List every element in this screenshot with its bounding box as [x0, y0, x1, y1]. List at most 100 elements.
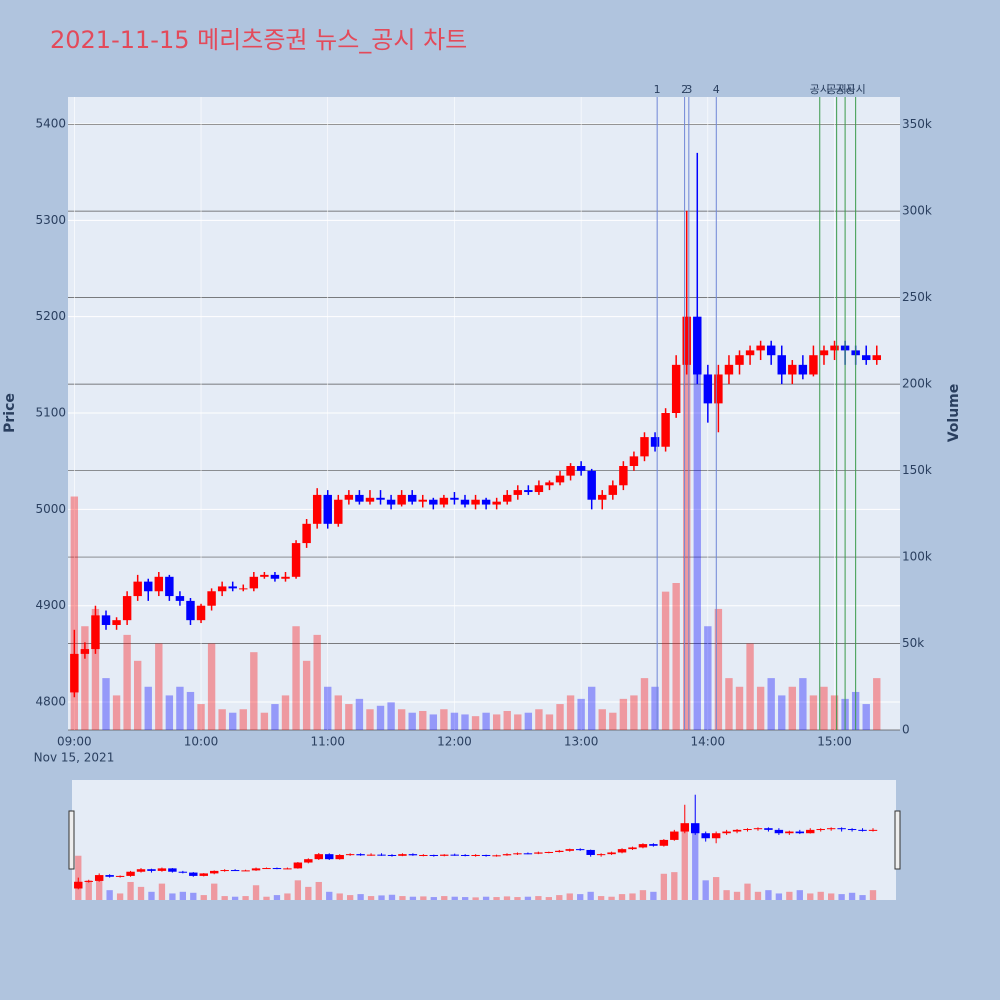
volume-bar [630, 695, 638, 730]
candle-body [334, 499, 343, 524]
slider-candle-body [345, 854, 355, 856]
candle-body [534, 485, 544, 493]
volume-bar [820, 686, 828, 730]
slider-candle-body [94, 875, 104, 881]
slider-volume-bar [451, 896, 458, 900]
candle-body [70, 653, 79, 693]
volume-bar [514, 714, 522, 730]
slider-candle-body [481, 854, 491, 856]
volume-bar [609, 712, 617, 730]
slider-volume-bar [650, 891, 657, 900]
y2-tick-label: 150k [902, 463, 932, 477]
volume-bar [693, 349, 701, 730]
candle-body [650, 437, 660, 447]
slider-candle-body [743, 829, 752, 831]
x-tick-label: 12:00 [437, 735, 472, 749]
y2-axis-title: Volume [946, 384, 962, 443]
candle-body [566, 466, 575, 476]
candle-body [460, 499, 470, 505]
slider-volume-bar [597, 896, 605, 900]
y2-tick-label: 0 [902, 723, 910, 737]
slider-volume-bar [744, 883, 751, 900]
candle-body [281, 576, 290, 579]
slider-candle-body [523, 853, 533, 855]
volume-bar [799, 678, 807, 730]
y-tick-label: 5200 [35, 309, 66, 323]
slider-volume-bar [388, 894, 396, 900]
slider-candle-body [209, 870, 219, 874]
volume-bar [387, 702, 395, 730]
slider-volume-bar [336, 893, 343, 900]
candle-body [492, 501, 501, 505]
volume-bar [376, 705, 385, 730]
slider-volume-bar [859, 895, 866, 900]
y2-tick-label: 200k [902, 377, 932, 391]
slider-candle-body [565, 849, 574, 851]
slider-candle-body [691, 823, 700, 834]
candle-body [291, 543, 301, 577]
slider-handle[interactable] [894, 810, 901, 870]
candle-body [703, 374, 713, 404]
disclosures-label: 공시 [835, 83, 855, 96]
slider-handle[interactable] [68, 810, 75, 870]
candle-body [629, 456, 639, 467]
y-tick-label: 5300 [35, 213, 66, 227]
disclosures-label: 공시 [846, 83, 866, 96]
candle-body [682, 316, 691, 365]
volume-bar [503, 710, 511, 730]
slider-candle-body [241, 870, 250, 872]
volume-bar [566, 695, 575, 730]
slider-volume-bar [587, 891, 594, 900]
slider-volume-bar [116, 893, 124, 900]
slider-volume-bar [252, 885, 260, 900]
news-label: 2 [681, 83, 688, 96]
candle-body [386, 499, 396, 505]
slider-volume-bar [326, 891, 333, 900]
volume-bar [767, 678, 775, 730]
candle-body [376, 497, 385, 500]
volume-bar [197, 704, 205, 730]
slider-candle-body [628, 847, 637, 850]
candle-body [260, 574, 269, 577]
slider-candle-body [450, 854, 459, 856]
volume-bar [260, 712, 269, 730]
slider-volume-bar [838, 894, 845, 900]
slider-candle-body [419, 854, 428, 856]
volume-bar [302, 660, 311, 730]
news-label: 3 [685, 83, 692, 96]
candle-body [133, 581, 142, 597]
slider-candle-body [136, 869, 146, 872]
slider-volume-bar [378, 895, 385, 900]
slider-candle-body [147, 869, 156, 871]
slider-volume-bar [545, 897, 552, 900]
y-axis-title: Price [2, 393, 18, 433]
slider-volume-bar [284, 893, 291, 900]
slider-volume-bar [273, 895, 281, 900]
volume-bar [545, 714, 554, 730]
news-label: 1 [654, 83, 661, 96]
volume-bar [704, 626, 712, 730]
candle-body [661, 413, 670, 447]
slider-candle-body [74, 881, 83, 889]
candle-body [503, 494, 512, 502]
slider-candle-body [722, 831, 731, 834]
candle-body [196, 605, 206, 621]
slider-candle-body [377, 854, 386, 856]
candle-body [513, 490, 523, 495]
y-tick-label: 4800 [35, 695, 66, 709]
chart-title: 2021-11-15 메리츠증권 뉴스_공시 차트 [50, 26, 467, 54]
slider-volume-bar [493, 897, 500, 900]
x-tick-label: 15:00 [817, 735, 852, 749]
candle-body [397, 494, 406, 505]
volume-bar [429, 714, 438, 730]
candle-body [249, 576, 259, 589]
volume-bar [408, 712, 416, 730]
candle-body [450, 497, 459, 500]
range-slider [72, 780, 896, 900]
slider-candle-body [617, 849, 627, 853]
volume-bar [535, 709, 543, 730]
slider-volume-bar [96, 877, 103, 900]
volume-bar [313, 634, 321, 730]
slider-candle-body [230, 870, 240, 872]
slider-volume-bar [169, 893, 176, 900]
